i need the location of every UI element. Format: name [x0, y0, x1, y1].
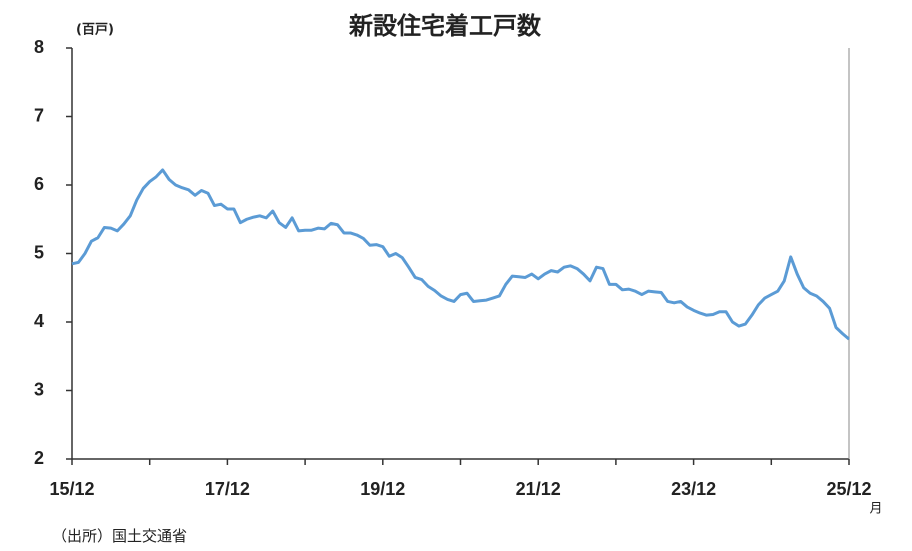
- x-tick-label: 21/12: [516, 479, 561, 499]
- y-tick-label: 4: [34, 311, 44, 331]
- y-tick-label: 7: [34, 105, 44, 125]
- chart-title: 新設住宅着工戸数: [348, 12, 542, 40]
- x-tick-label: 23/12: [671, 479, 716, 499]
- x-tick-label: 25/12: [826, 479, 871, 499]
- source-note: （出所）国土交通省: [52, 527, 187, 545]
- y-tick-label: 5: [34, 242, 44, 262]
- x-axis-note: 月: [869, 502, 882, 517]
- y-tick-label: 6: [34, 174, 44, 194]
- x-tick-label: 15/12: [49, 479, 94, 499]
- data-line: [71, 168, 850, 341]
- x-tick-label: 17/12: [205, 479, 250, 499]
- y-tick-label: 2: [34, 448, 44, 468]
- y-tick-label: 3: [34, 379, 44, 399]
- y-tick-label: 8: [34, 37, 44, 57]
- x-tick-label: 19/12: [360, 479, 405, 499]
- y-axis-unit: (百戸): [76, 23, 114, 38]
